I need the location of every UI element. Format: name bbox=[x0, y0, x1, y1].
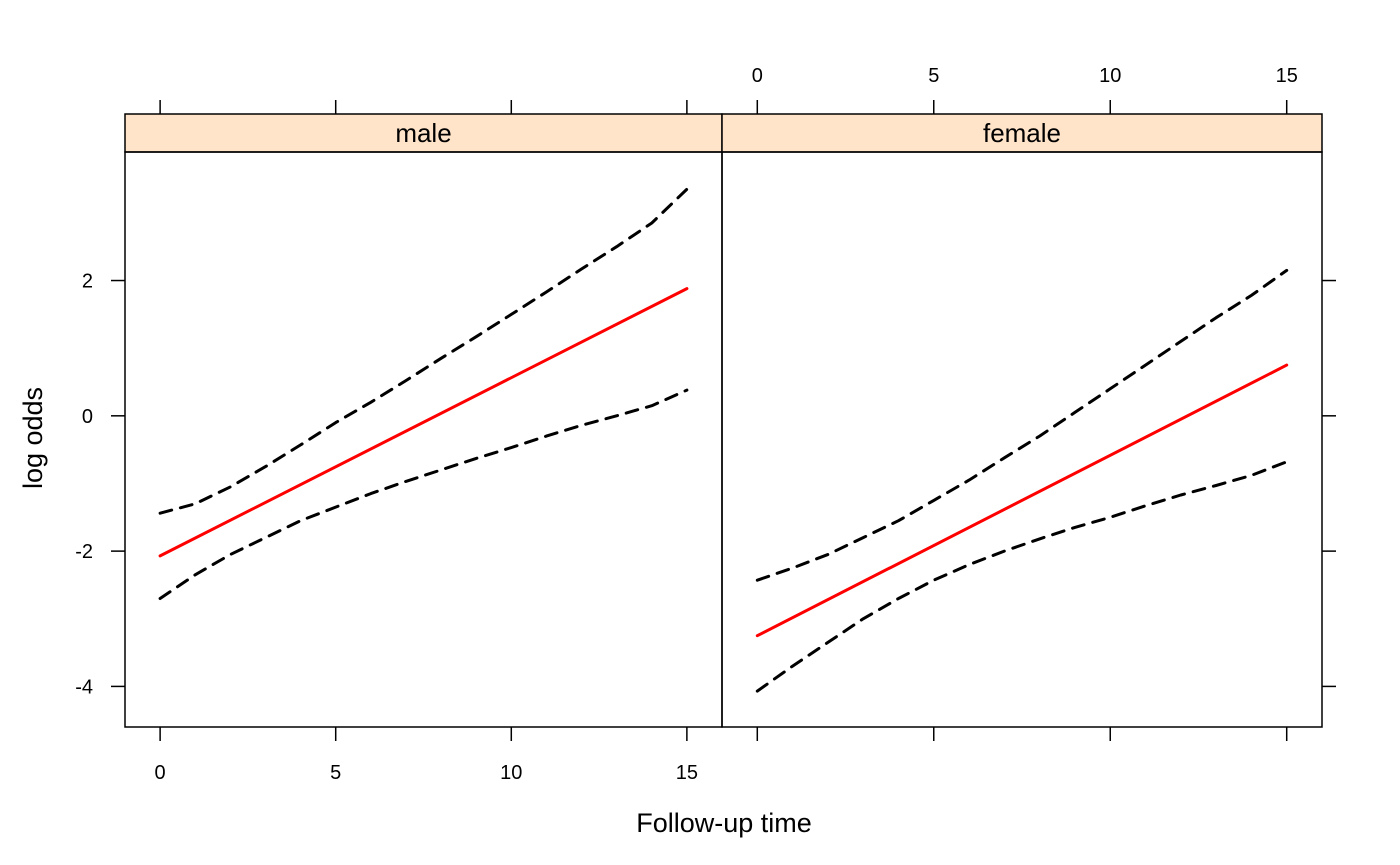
strip-label-female: female bbox=[983, 118, 1061, 148]
series-fit-male bbox=[158, 287, 689, 558]
series-upper-male bbox=[158, 187, 689, 515]
x-tick-label: 15 bbox=[676, 762, 698, 784]
x-tick-label: 10 bbox=[500, 762, 522, 784]
strip-female bbox=[721, 113, 1323, 153]
series-fit-female bbox=[755, 363, 1289, 638]
x-tick-label: 15 bbox=[1276, 65, 1298, 87]
strip-male bbox=[124, 113, 723, 153]
x-tick-label: 5 bbox=[330, 762, 341, 784]
y-tick-label: 2 bbox=[82, 271, 93, 293]
y-tick-label: -4 bbox=[75, 676, 93, 698]
x-tick-label: 0 bbox=[155, 762, 166, 784]
x-tick-label: 5 bbox=[928, 65, 939, 87]
panel-male: male bbox=[124, 113, 723, 728]
y-tick-label: -2 bbox=[75, 541, 93, 563]
y-axis-title: log odds bbox=[18, 387, 48, 489]
x-axis-title: Follow-up time bbox=[636, 808, 812, 838]
series-upper-female bbox=[755, 268, 1289, 582]
y-tick-label: 0 bbox=[82, 406, 93, 428]
panel-frame-male bbox=[124, 151, 723, 728]
panel-female: female bbox=[721, 113, 1323, 728]
series-lower-female bbox=[755, 460, 1289, 693]
panel-frame-female bbox=[721, 151, 1323, 728]
x-tick-label: 0 bbox=[752, 65, 763, 87]
strip-label-male: male bbox=[395, 118, 451, 148]
x-tick-label: 10 bbox=[1099, 65, 1121, 87]
